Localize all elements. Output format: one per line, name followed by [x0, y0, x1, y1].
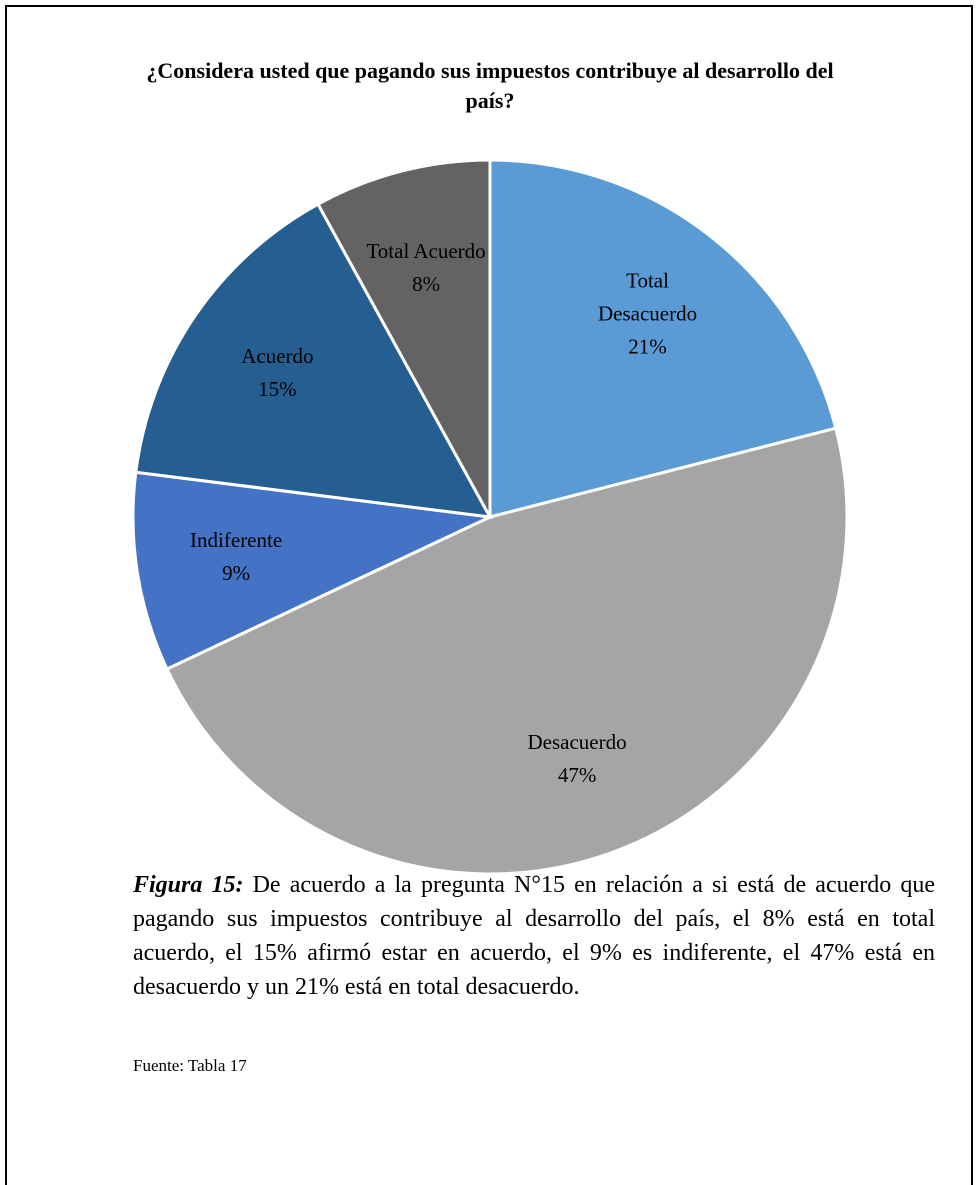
data-label: Indiferente 9%: [174, 524, 299, 590]
pie-slice: [164, 426, 849, 876]
pie-slice: [131, 470, 496, 671]
data-label: Total Desacuerdo 21%: [585, 264, 710, 363]
slice-value: 8%: [412, 272, 441, 297]
data-label: Acuerdo 15%: [215, 340, 340, 406]
pie-slice: [488, 158, 838, 519]
slice-name: Desacuerdo: [527, 729, 627, 754]
caption: Figura 15: De acuerdo a la pregunta N°15…: [133, 868, 935, 1004]
source: Fuente: Tabla 17: [133, 1056, 247, 1075]
slice-name: Total Desacuerdo: [597, 268, 698, 326]
data-label: Desacuerdo 47%: [515, 726, 640, 792]
frame: [5, 5, 973, 1185]
chart-title: ¿Considera usted que pagando sus impuest…: [146, 58, 834, 113]
slice-value: 47%: [557, 762, 597, 787]
slice-value: 15%: [258, 376, 297, 401]
data-label: Total Acuerdo 8%: [364, 235, 489, 301]
slice-value: 21%: [628, 334, 667, 359]
slice-name: Acuerdo: [241, 343, 314, 368]
slice-value: 9%: [222, 561, 251, 586]
slice-name: Total Acuerdo: [366, 239, 486, 264]
pie-slice: [134, 202, 493, 519]
slice-name: Indiferente: [190, 528, 283, 553]
pie-slice: [315, 158, 492, 518]
caption-label: Figura 15:: [133, 872, 244, 898]
caption-text: De acuerdo a la pregunta N°15 en relació…: [133, 872, 936, 1000]
